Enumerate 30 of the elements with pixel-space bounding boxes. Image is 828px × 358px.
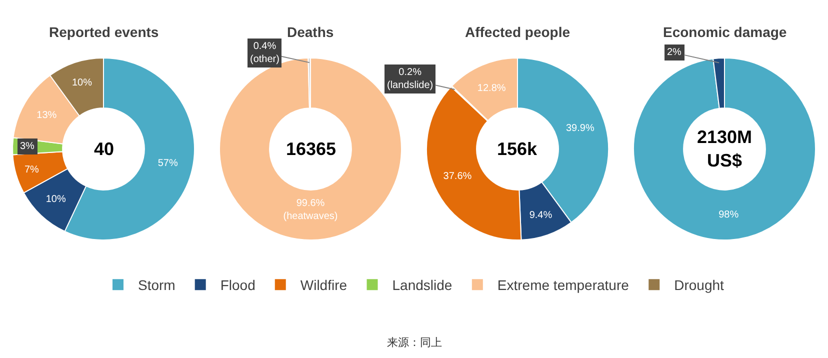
data-label: 0.2% (landslide): [387, 67, 434, 91]
data-label: 37.6%: [443, 170, 472, 182]
data-label: 13%: [36, 110, 57, 121]
legend-label: Extreme temperature: [497, 277, 630, 294]
data-label: 57%: [158, 158, 178, 169]
text: 2130M US$: [697, 127, 752, 170]
source-note: 来源：同上: [387, 336, 442, 349]
data-label: 7%: [24, 164, 40, 176]
data-label: 9.4%: [529, 210, 552, 222]
chart-title: Economic damage: [663, 24, 787, 40]
data-label: 2%: [667, 47, 682, 58]
data-label: 99.6% (heatwaves): [283, 198, 338, 222]
legend-label: Flood: [220, 277, 256, 294]
data-label: 98%: [718, 209, 739, 220]
legend-label: Wildfire: [300, 277, 348, 294]
data-label: 3%: [20, 141, 35, 152]
legend-label: Drought: [674, 277, 724, 294]
chart-title: Deaths: [287, 24, 334, 40]
legend-label: Storm: [138, 277, 176, 294]
legend-label: Landslide: [392, 277, 452, 294]
data-label: 12.8%: [477, 82, 506, 94]
data-label: 39.9%: [566, 122, 594, 134]
data-label: 10%: [46, 194, 66, 206]
chart-title: Reported events: [49, 24, 159, 40]
data-label: 10%: [72, 77, 92, 88]
text: 16365: [286, 139, 336, 159]
data-label: 0.4% (other): [250, 41, 280, 65]
chart-title: Affected people: [465, 24, 570, 40]
text: 40: [94, 139, 114, 159]
text: 156k: [497, 139, 538, 159]
